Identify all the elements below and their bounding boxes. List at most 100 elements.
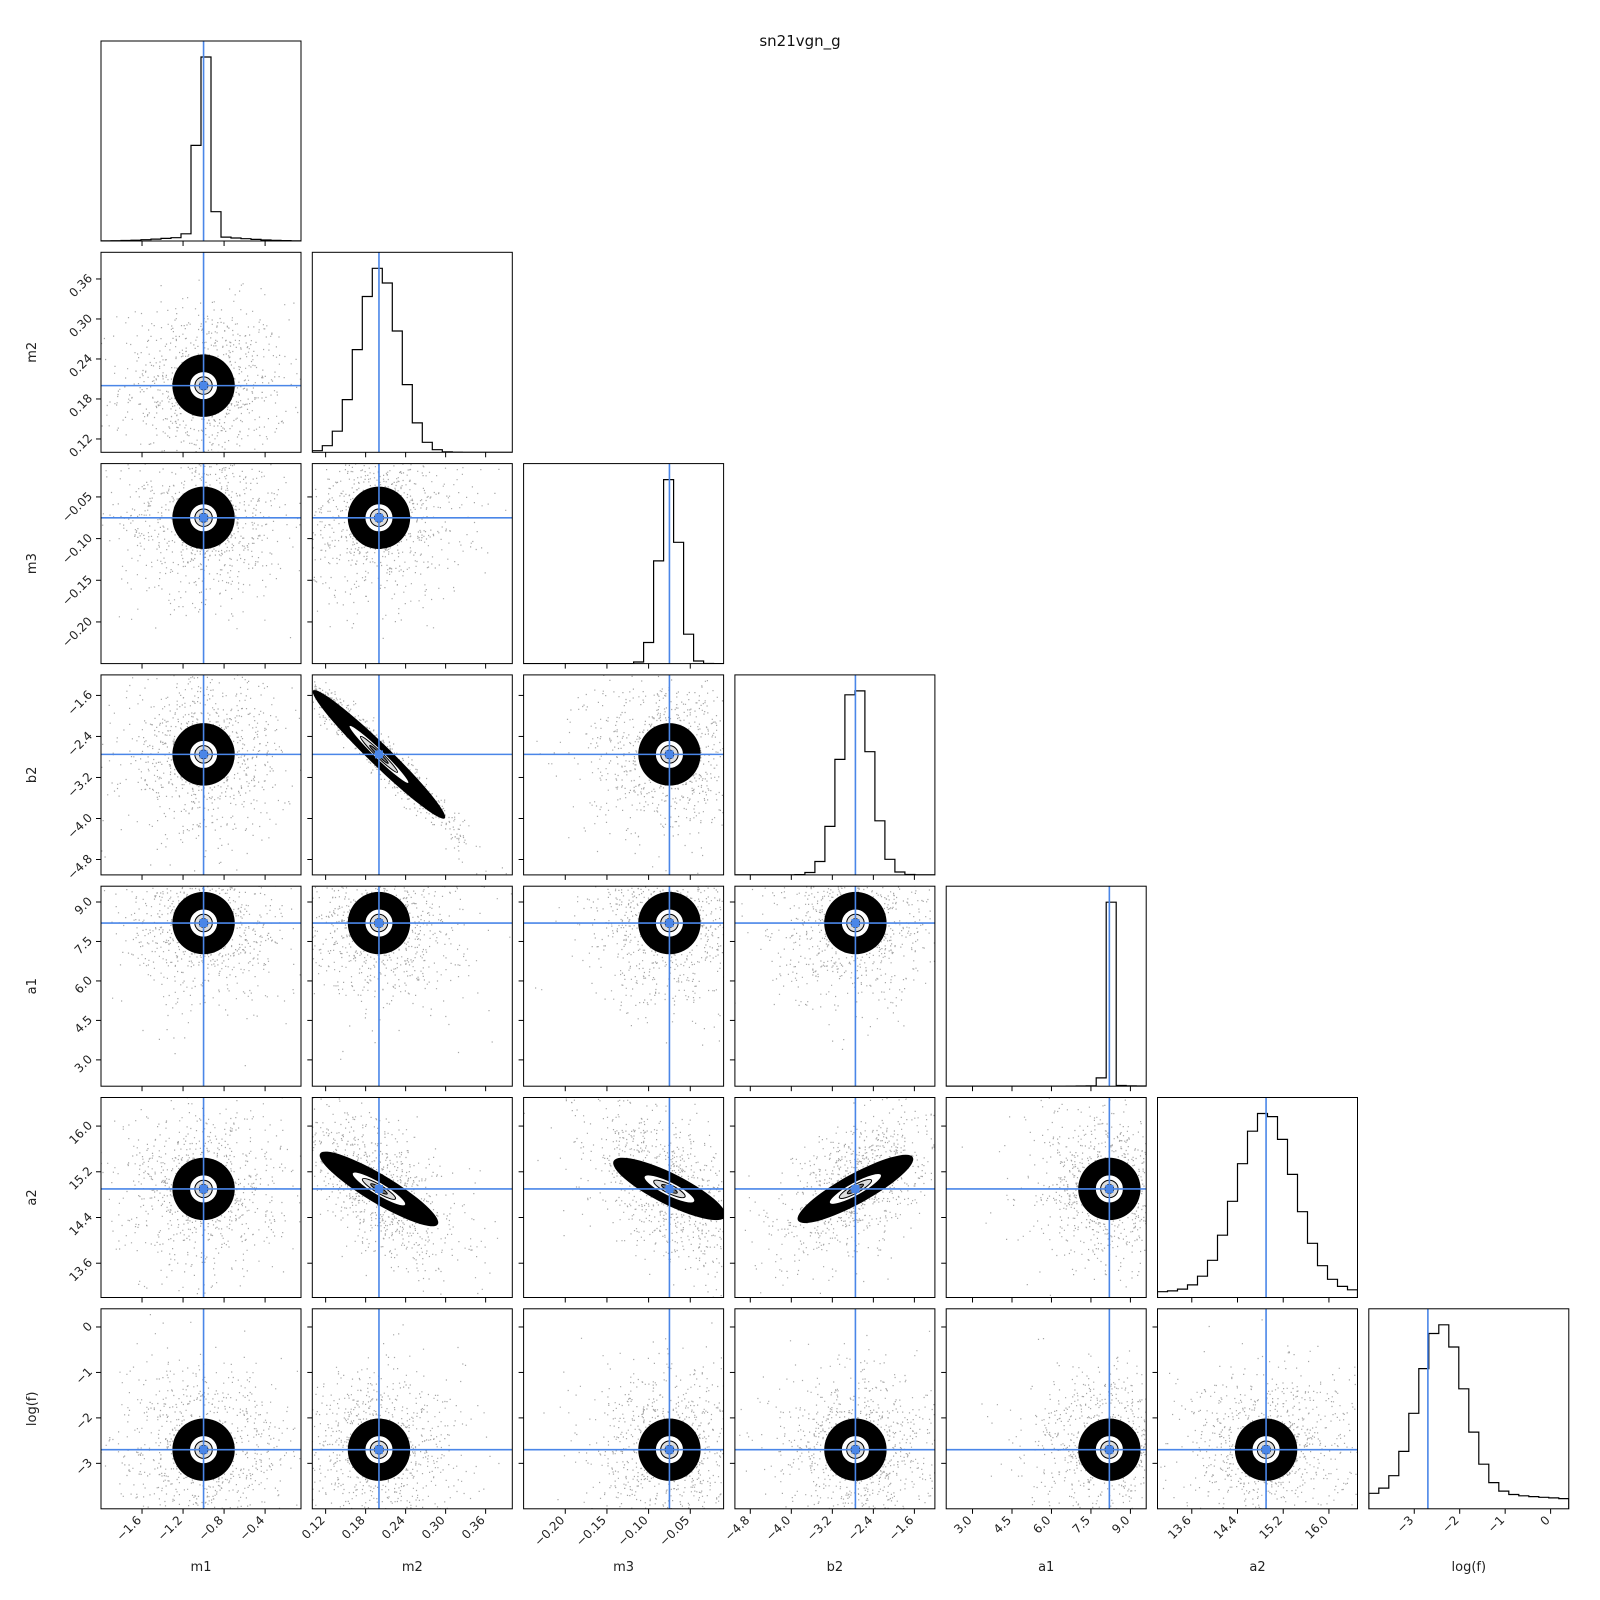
panel-frame [100, 1308, 302, 1510]
x-tick-label-m3: −0.15 [573, 1513, 609, 1549]
y-tick-label-b2: −4.8 [65, 852, 96, 883]
panel-frame [100, 885, 302, 1087]
truth-marker-logf-b2 [851, 1445, 860, 1454]
panel-b2-m3 [518, 674, 725, 880]
y-tick-label-m3: −0.10 [59, 531, 95, 567]
x-tick-label-m1: −1.6 [114, 1513, 145, 1544]
y-axis-label-b2: b2 [25, 767, 40, 784]
y-tick-label-a2: 13.6 [66, 1255, 95, 1284]
x-tick-label-a1: 9.0 [1109, 1513, 1132, 1536]
histogram-b2 [734, 690, 935, 875]
y-tick-label-logf: 0 [80, 1319, 95, 1334]
x-tick-label-logf: −2 [1439, 1513, 1461, 1535]
x-axis-label-a1: a1 [1038, 1560, 1054, 1575]
x-axis-label-a2: a2 [1249, 1560, 1265, 1575]
panel-logf-a1: 3.0 4.5 6.0 7.5 9.0 [941, 1308, 1147, 1536]
truth-marker-logf-a1 [1105, 1445, 1114, 1454]
y-tick-label-m2: 0.12 [66, 431, 95, 460]
chart-title: sn21vgn_g [759, 32, 840, 51]
panel-frame [1368, 1308, 1570, 1510]
panel-a1-m2 [307, 885, 513, 1092]
y-tick-label-m3: −0.20 [59, 614, 95, 650]
panels: 0.120.180.240.300.36 −0.20 −0.15 −0.10 −0.05… [25, 40, 1570, 1575]
y-axis-label-logf: log(f) [25, 1392, 40, 1427]
panel-frame [311, 1308, 513, 1510]
y-tick-label-logf: −3 [73, 1456, 95, 1478]
x-tick-label-m1: −1.2 [155, 1513, 186, 1544]
panel-m1-m1 [100, 40, 302, 246]
truth-marker-b2-m3 [665, 750, 674, 759]
x-axis-label-m3: m3 [613, 1560, 634, 1575]
x-tick-label-b2: −4.8 [722, 1513, 753, 1544]
panel-frame [311, 674, 513, 876]
panel-a1-m1: 3.0 4.5 6.0 7.5 9.0 [72, 885, 302, 1092]
x-tick-label-a2: 14.4 [1211, 1513, 1240, 1542]
panel-m2-m1: 0.12 0.18 0.24 0.30 0.36 [66, 251, 302, 460]
panel-frame [523, 674, 725, 876]
panel-frame [100, 40, 302, 242]
panel-m3-m3 [523, 463, 725, 669]
y-tick-label-m2: 0.24 [66, 351, 95, 380]
truth-marker-logf-a2 [1262, 1445, 1271, 1454]
x-tick-label-m2: 0.30 [419, 1513, 448, 1542]
truth-marker-m2-m1 [199, 381, 208, 390]
x-tick-label-a2: 16.0 [1302, 1513, 1331, 1542]
panel-logf-m1: −1.6 −1.2 −0.8 −0.4 −3 −2 −1 0 [73, 1308, 302, 1544]
panel-a2-m1: 13.6 14.4 15.2 16.0 [66, 1097, 302, 1303]
y-tick-label-m3: −0.05 [59, 489, 95, 525]
x-tick-label-m3: −0.05 [656, 1513, 692, 1549]
panel-frame [1157, 1097, 1358, 1298]
panel-frame [523, 885, 725, 1087]
panel-logf-b2: −4.8 −4.0 −3.2 −2.4 −1.6 [722, 1308, 936, 1544]
truth-marker-a2-m2 [374, 1184, 383, 1193]
panel-frame [523, 1308, 725, 1510]
panel-frame [734, 1097, 936, 1298]
scatter-a1-m2 [312, 886, 513, 1060]
truth-marker-a2-a1 [1105, 1184, 1114, 1193]
panel-a2-a2 [1157, 1097, 1358, 1303]
x-tick-label-b2: −1.6 [886, 1513, 917, 1544]
y-tick-label-a1: 6.0 [72, 973, 95, 996]
panel-m3-m2 [307, 463, 513, 669]
x-tick-label-a1: 7.5 [1070, 1513, 1093, 1536]
truth-marker-b2-m2 [374, 750, 383, 759]
x-tick-label-m2: 0.12 [299, 1513, 328, 1542]
panel-frame [1157, 1308, 1358, 1510]
y-tick-label-a1: 9.0 [72, 894, 95, 917]
x-tick-label-a2: 15.2 [1257, 1513, 1286, 1542]
panel-a1-m3 [518, 885, 725, 1092]
truth-marker-b2-m1 [199, 750, 208, 759]
panel-frame [311, 251, 513, 453]
truth-marker-a2-b2 [851, 1184, 860, 1193]
truth-marker-logf-m3 [665, 1445, 674, 1454]
y-tick-label-m3: −0.15 [59, 572, 95, 608]
panel-frame [734, 674, 936, 876]
panel-a2-m3 [518, 1097, 725, 1303]
truth-marker-a1-m1 [199, 919, 208, 928]
x-tick-label-m1: −0.8 [196, 1513, 227, 1544]
histogram-m3 [523, 479, 724, 664]
histogram-a2 [1157, 1112, 1358, 1298]
y-tick-label-a1: 4.5 [72, 1013, 95, 1036]
truth-marker-a2-m3 [665, 1184, 674, 1193]
panel-b2-b2 [734, 674, 936, 880]
x-tick-label-m2: 0.36 [459, 1513, 488, 1542]
panel-frame [734, 1308, 936, 1510]
x-tick-label-logf: −1 [1485, 1513, 1507, 1535]
panel-frame [945, 885, 1147, 1087]
panel-logf-a2: 13.6 14.4 15.2 16.0 [1152, 1308, 1358, 1542]
truth-marker-a1-m3 [665, 919, 674, 928]
y-tick-label-b2: −1.6 [65, 688, 96, 719]
x-tick-label-a1: 6.0 [1030, 1513, 1053, 1536]
x-tick-label-a2: 13.6 [1165, 1513, 1194, 1542]
y-axis-label-m2: m2 [25, 342, 40, 363]
panel-a1-a1 [945, 885, 1147, 1092]
y-tick-label-b2: −3.2 [65, 770, 96, 801]
truth-marker-a1-b2 [851, 919, 860, 928]
panel-frame [100, 1097, 302, 1298]
y-tick-label-b2: −4.0 [65, 811, 96, 842]
panel-b2-m2 [307, 674, 513, 880]
x-tick-label-m2: 0.24 [379, 1513, 408, 1542]
panel-frame [734, 885, 936, 1087]
truth-marker-m3-m1 [199, 513, 208, 522]
